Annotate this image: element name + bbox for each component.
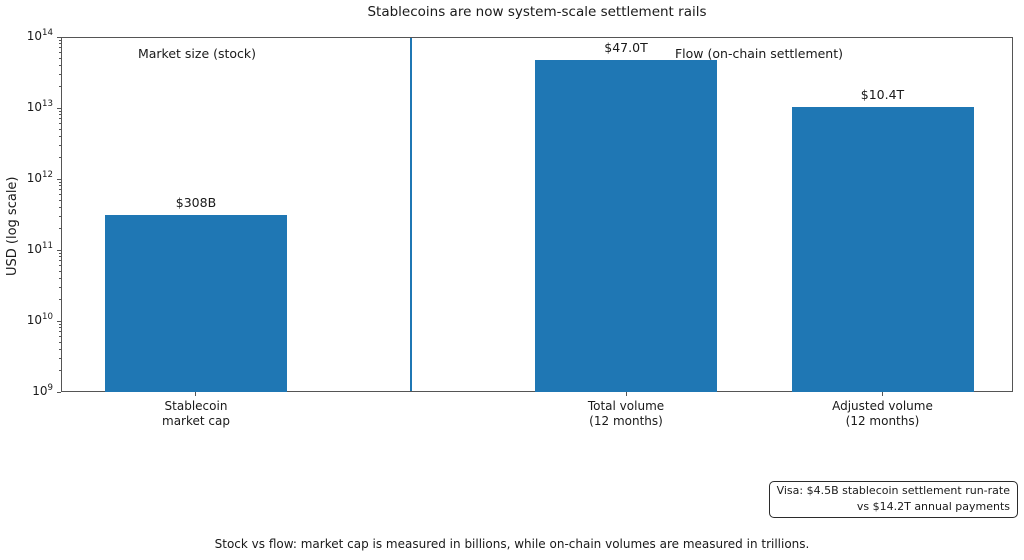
- x-tick-label: Stablecoin market cap: [162, 399, 230, 428]
- y-minor-tick: [59, 86, 61, 88]
- y-minor-tick: [59, 252, 61, 254]
- y-minor-tick: [59, 157, 61, 159]
- bar: [105, 215, 287, 392]
- y-tick-label: 1012: [26, 170, 53, 185]
- y-minor-tick: [59, 215, 61, 217]
- y-minor-tick: [59, 128, 61, 130]
- y-minor-tick: [59, 189, 61, 191]
- annotation-box: Visa: $4.5B stablecoin settlement run-ra…: [768, 481, 1018, 518]
- x-tick: [625, 392, 627, 396]
- y-tick-label: 109: [32, 383, 54, 398]
- x-tick: [881, 392, 883, 396]
- annotation-line-1: Visa: $4.5B stablecoin settlement run-ra…: [776, 484, 1010, 497]
- y-major-tick: [57, 320, 61, 322]
- y-minor-tick: [59, 357, 61, 359]
- y-minor-tick: [59, 118, 61, 120]
- y-minor-tick: [59, 348, 61, 350]
- bar-value-label: $47.0T: [604, 40, 648, 56]
- y-minor-tick: [59, 114, 61, 116]
- y-minor-tick: [59, 260, 61, 262]
- y-axis-label: USD (log scale): [5, 176, 20, 277]
- y-tick-exponent: 12: [42, 170, 53, 180]
- y-minor-tick: [59, 256, 61, 258]
- y-minor-tick: [59, 370, 61, 372]
- y-minor-tick: [59, 336, 61, 338]
- bar: [535, 60, 717, 392]
- annotation-line-2: vs $14.2T annual payments: [856, 500, 1010, 513]
- y-minor-tick: [59, 110, 61, 112]
- y-minor-tick: [59, 144, 61, 146]
- caption: Stock vs flow: market cap is measured in…: [214, 537, 810, 551]
- y-minor-tick: [59, 39, 61, 41]
- y-major-tick: [57, 36, 61, 38]
- y-minor-tick: [59, 265, 61, 267]
- section-label-2: Flow (on-chain settlement): [674, 46, 844, 61]
- chart-title: Stablecoins are now system-scale settlem…: [367, 4, 707, 20]
- x-tick: [195, 392, 197, 396]
- y-minor-tick: [59, 286, 61, 288]
- y-minor-tick: [59, 52, 61, 54]
- y-tick-exponent: 11: [42, 241, 53, 251]
- bar: [791, 106, 974, 392]
- y-major-tick: [57, 391, 61, 393]
- y-minor-tick: [59, 64, 61, 66]
- y-major-tick: [57, 249, 61, 251]
- y-minor-tick: [59, 185, 61, 187]
- y-minor-tick: [59, 206, 61, 208]
- y-minor-tick: [59, 228, 61, 230]
- y-minor-tick: [59, 43, 61, 45]
- y-minor-tick: [59, 57, 61, 59]
- y-minor-tick: [59, 73, 61, 75]
- x-tick-label: Adjusted volume (12 months): [832, 399, 933, 428]
- y-minor-tick: [59, 327, 61, 329]
- y-major-tick: [57, 178, 61, 180]
- y-minor-tick: [59, 270, 61, 272]
- y-minor-tick: [59, 135, 61, 137]
- y-minor-tick: [59, 199, 61, 201]
- bar-value-label: $10.4T: [860, 86, 905, 102]
- y-tick-exponent: 14: [42, 28, 53, 38]
- y-minor-tick: [59, 181, 61, 183]
- y-minor-tick: [59, 299, 61, 301]
- y-tick-label: 1011: [26, 241, 53, 256]
- y-tick-exponent: 13: [42, 99, 53, 109]
- y-minor-tick: [59, 277, 61, 279]
- y-minor-tick: [59, 123, 61, 125]
- y-minor-tick: [59, 331, 61, 333]
- y-minor-tick: [59, 341, 61, 343]
- y-tick-exponent: 10: [42, 312, 53, 322]
- y-tick-label: 1010: [26, 312, 53, 327]
- y-tick-label: 1014: [26, 28, 53, 43]
- y-tick-label: 1013: [26, 99, 53, 114]
- section-divider: [410, 38, 412, 391]
- bar-value-label: $308B: [175, 195, 217, 211]
- y-minor-tick: [59, 194, 61, 196]
- x-tick-label: Total volume (12 months): [587, 399, 665, 428]
- y-minor-tick: [59, 323, 61, 325]
- y-minor-tick: [59, 47, 61, 49]
- y-tick-exponent: 9: [47, 383, 54, 393]
- y-major-tick: [57, 107, 61, 109]
- section-label-1: Market size (stock): [137, 46, 257, 61]
